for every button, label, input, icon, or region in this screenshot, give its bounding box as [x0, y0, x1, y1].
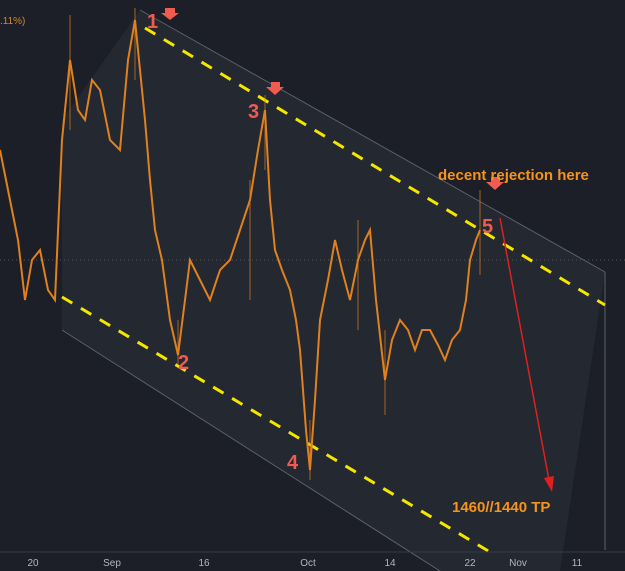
x-tick-label: Oct: [300, 558, 316, 569]
x-tick-label: 11: [572, 558, 583, 569]
candle-wicks: [69, 8, 481, 480]
change-label: .11%): [0, 16, 25, 27]
target-arrowhead: [544, 476, 554, 492]
dashed-upper: [144, 26, 606, 307]
wave-label: 2: [178, 352, 189, 374]
target-arrow: [499, 217, 550, 481]
wave-label: 3: [248, 101, 259, 123]
arrow-markers: [161, 8, 504, 190]
price-trace: [0, 19, 481, 471]
wave-label: 5: [482, 216, 493, 238]
x-tick-label: 22: [464, 558, 476, 569]
x-tick-label: 16: [198, 558, 210, 569]
channel-fill: [62, 10, 605, 571]
rejection-note: decent rejection here: [438, 167, 589, 184]
dashed-lower: [61, 295, 491, 554]
wave-label: 4: [287, 452, 299, 474]
x-tick-label: Nov: [509, 558, 527, 569]
channel-lower: [61, 329, 441, 571]
x-tick-label: 14: [384, 558, 396, 569]
wave-label: 1: [147, 11, 158, 33]
x-tick-label: 20: [27, 558, 39, 569]
target-note: 1460//1440 TP: [452, 499, 550, 516]
x-tick-label: Sep: [103, 558, 121, 569]
channel-upper: [139, 9, 606, 273]
